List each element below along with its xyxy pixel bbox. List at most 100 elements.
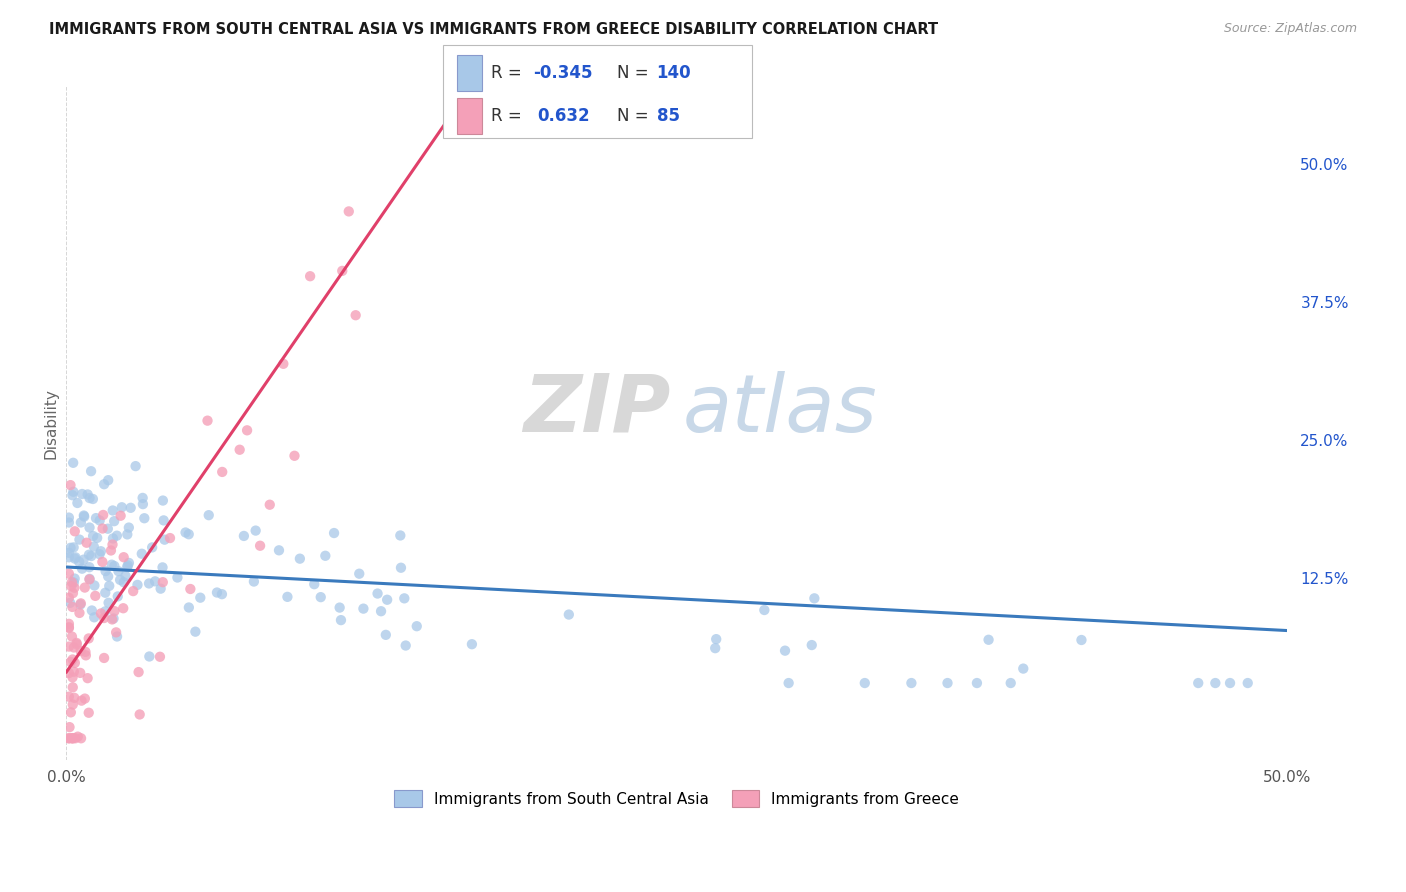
Point xyxy=(773,643,796,657)
Point xyxy=(59,706,82,720)
Point xyxy=(79,572,101,586)
Point xyxy=(80,464,103,478)
Point xyxy=(58,566,80,581)
Point xyxy=(124,459,146,474)
Point xyxy=(323,526,346,541)
Point xyxy=(70,562,93,576)
Point xyxy=(184,624,207,639)
Point xyxy=(245,524,267,538)
Point xyxy=(103,604,125,618)
Point xyxy=(63,572,86,586)
Point xyxy=(65,550,87,565)
Point xyxy=(58,640,80,654)
Point xyxy=(375,592,398,607)
Point xyxy=(89,513,111,527)
Text: 140: 140 xyxy=(657,64,692,82)
Text: R =: R = xyxy=(491,107,531,125)
Point xyxy=(69,598,91,612)
Point xyxy=(76,535,98,549)
Point xyxy=(352,601,374,615)
Point xyxy=(232,529,254,543)
Text: atlas: atlas xyxy=(683,371,877,449)
Point xyxy=(94,604,117,618)
Point xyxy=(405,619,427,633)
Point xyxy=(63,581,86,595)
Point xyxy=(228,442,250,457)
Point xyxy=(86,531,108,545)
Point xyxy=(58,666,80,681)
Point xyxy=(152,575,174,590)
Point xyxy=(58,516,80,530)
Legend: Immigrants from South Central Asia, Immigrants from Greece: Immigrants from South Central Asia, Immi… xyxy=(388,783,966,814)
Point xyxy=(84,511,107,525)
Point xyxy=(107,590,129,604)
Point xyxy=(138,576,160,591)
Point xyxy=(105,630,128,644)
Point xyxy=(58,591,80,605)
Point xyxy=(107,564,129,578)
Point xyxy=(80,549,103,563)
Point xyxy=(94,564,117,578)
Point xyxy=(59,478,82,492)
Point xyxy=(243,574,266,589)
Point xyxy=(1000,676,1022,690)
Point xyxy=(93,651,115,665)
Point xyxy=(79,573,101,587)
Point xyxy=(79,491,101,505)
Point xyxy=(211,465,233,479)
Point xyxy=(66,637,89,651)
Point xyxy=(97,522,120,536)
Point xyxy=(122,584,145,599)
Point xyxy=(370,604,392,618)
Point xyxy=(395,639,418,653)
Point xyxy=(66,730,89,744)
Point xyxy=(389,528,412,542)
Point xyxy=(79,560,101,574)
Point xyxy=(65,636,87,650)
Point xyxy=(60,575,83,590)
Point xyxy=(108,573,131,587)
Point xyxy=(63,575,86,590)
Point xyxy=(174,525,197,540)
Point xyxy=(112,575,135,590)
Point xyxy=(65,731,87,746)
Point xyxy=(134,511,156,525)
Point xyxy=(152,513,174,527)
Point xyxy=(112,601,135,615)
Point xyxy=(273,357,295,371)
Point xyxy=(461,637,484,651)
Point xyxy=(394,591,416,606)
Point xyxy=(82,529,104,543)
Point xyxy=(77,632,100,646)
Point xyxy=(59,596,82,610)
Text: N =: N = xyxy=(617,64,654,82)
Point xyxy=(177,600,200,615)
Point xyxy=(283,449,305,463)
Point xyxy=(236,423,259,437)
Point xyxy=(75,645,97,659)
Point xyxy=(704,641,727,656)
Point xyxy=(73,581,96,595)
Point xyxy=(149,649,172,664)
Point xyxy=(70,731,93,746)
Point xyxy=(159,531,181,545)
Point xyxy=(82,491,104,506)
Point xyxy=(58,621,80,635)
Point xyxy=(60,599,83,614)
Point xyxy=(900,676,922,690)
Point xyxy=(84,589,107,603)
Point xyxy=(58,731,80,746)
Point xyxy=(152,493,174,508)
Point xyxy=(101,537,124,551)
Point xyxy=(60,731,83,746)
Point xyxy=(62,731,84,746)
Point xyxy=(112,550,135,565)
Point xyxy=(58,720,80,734)
Point xyxy=(197,508,219,523)
Point xyxy=(62,698,84,712)
Point xyxy=(100,543,122,558)
Point xyxy=(120,500,142,515)
Point xyxy=(63,551,86,566)
Y-axis label: Disability: Disability xyxy=(44,388,58,458)
Point xyxy=(314,549,336,563)
